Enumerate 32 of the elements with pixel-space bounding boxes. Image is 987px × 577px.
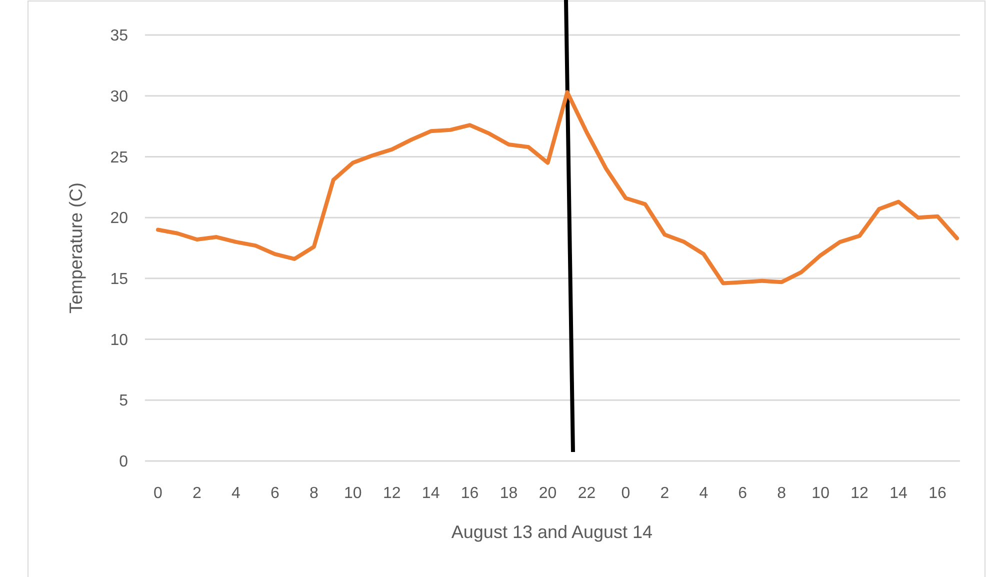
- x-tick-label: 14: [890, 485, 908, 502]
- y-axis-title: Temperature (C): [66, 182, 86, 314]
- x-tick-label: 4: [232, 485, 240, 502]
- x-tick-label: 4: [699, 485, 708, 502]
- x-tick-label: 12: [850, 485, 869, 502]
- y-tick-label: 5: [119, 392, 128, 410]
- x-tick-label: 2: [660, 485, 670, 502]
- x-tick-label: 0: [154, 485, 163, 502]
- x-tick-label: 20: [538, 485, 557, 502]
- x-tick-label: 10: [812, 485, 830, 502]
- y-tick-label: 25: [110, 149, 128, 166]
- x-tick-label: 2: [192, 485, 202, 502]
- x-axis-title: August 13 and August 14: [451, 522, 653, 542]
- x-tick-label: 6: [270, 485, 280, 502]
- y-tick-label: 15: [110, 271, 128, 288]
- x-tick-label: 6: [738, 485, 748, 502]
- x-tick-label: 16: [460, 485, 479, 502]
- x-tick-label: 10: [344, 485, 362, 502]
- x-tick-label: 8: [309, 485, 318, 502]
- x-tick-label: 8: [777, 485, 786, 502]
- y-tick-label: 0: [119, 454, 128, 471]
- y-tick-label: 30: [110, 88, 128, 106]
- x-tick-label: 22: [578, 485, 596, 502]
- y-tick-label: 20: [110, 210, 128, 228]
- x-tick-label: 16: [928, 485, 947, 502]
- x-tick-label: 0: [621, 485, 630, 502]
- y-tick-label: 10: [110, 332, 128, 349]
- line-series: [156, 90, 959, 286]
- x-tick-label: 12: [382, 485, 401, 502]
- x-tick-label: 14: [422, 485, 440, 502]
- x-tick-label: 18: [500, 485, 518, 502]
- y-tick-label: 35: [110, 28, 128, 45]
